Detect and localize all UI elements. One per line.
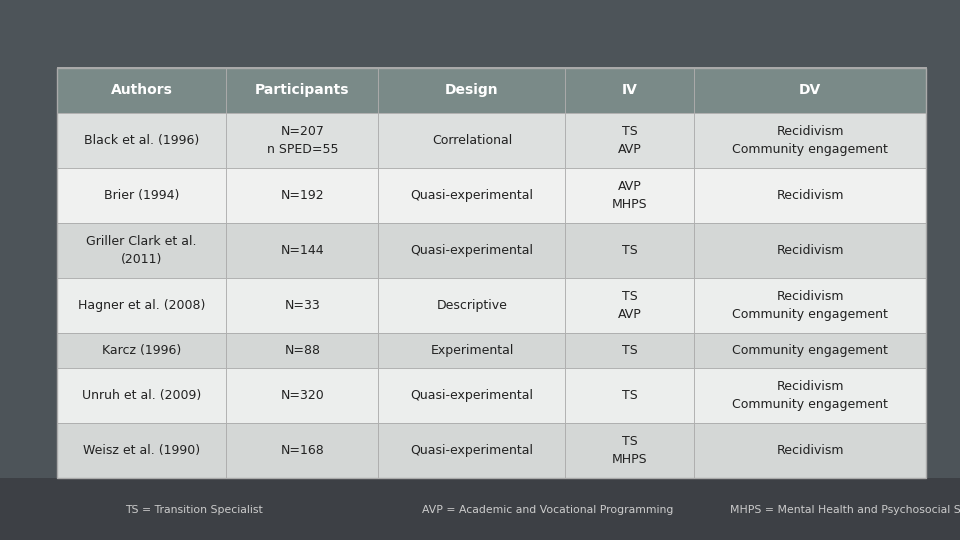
Bar xyxy=(57,368,227,423)
Text: N=207
n SPED=55: N=207 n SPED=55 xyxy=(267,125,338,157)
Bar xyxy=(57,168,227,223)
Text: TS
AVP: TS AVP xyxy=(618,290,641,321)
Bar xyxy=(378,68,565,113)
Text: TS
MHPS: TS MHPS xyxy=(612,435,648,466)
Bar xyxy=(565,368,694,423)
Bar xyxy=(694,68,926,113)
Bar xyxy=(227,168,378,223)
Text: Quasi-experimental: Quasi-experimental xyxy=(411,389,534,402)
Text: Experimental: Experimental xyxy=(430,344,514,357)
Bar xyxy=(565,278,694,333)
Text: Black et al. (1996): Black et al. (1996) xyxy=(84,134,199,147)
Text: N=33: N=33 xyxy=(284,299,321,312)
Text: AVP
MHPS: AVP MHPS xyxy=(612,180,648,211)
Text: Quasi-experimental: Quasi-experimental xyxy=(411,244,534,257)
Text: IV: IV xyxy=(622,84,637,98)
Text: AVP = Academic and Vocational Programming: AVP = Academic and Vocational Programmin… xyxy=(422,505,674,515)
Bar xyxy=(227,68,378,113)
Bar xyxy=(378,333,565,368)
Text: Community engagement: Community engagement xyxy=(732,344,888,357)
Text: Recidivism
Community engagement: Recidivism Community engagement xyxy=(732,290,888,321)
Text: N=320: N=320 xyxy=(280,389,324,402)
Bar xyxy=(378,278,565,333)
Bar xyxy=(378,168,565,223)
Bar xyxy=(565,113,694,168)
Bar xyxy=(57,423,227,478)
Text: N=168: N=168 xyxy=(280,444,324,457)
Text: Recidivism: Recidivism xyxy=(777,444,844,457)
Bar xyxy=(565,68,694,113)
Bar xyxy=(57,68,926,113)
Text: Participants: Participants xyxy=(255,84,349,98)
Bar xyxy=(565,168,694,223)
Bar xyxy=(378,368,565,423)
Text: N=88: N=88 xyxy=(284,344,321,357)
Text: TS = Transition Specialist: TS = Transition Specialist xyxy=(125,505,262,515)
Bar xyxy=(565,223,694,278)
Bar xyxy=(227,113,378,168)
Bar xyxy=(57,278,227,333)
Bar xyxy=(694,423,926,478)
Bar xyxy=(378,423,565,478)
Text: MHPS = Mental Health and Psychosocial Services: MHPS = Mental Health and Psychosocial Se… xyxy=(730,505,960,515)
Bar xyxy=(227,333,378,368)
Bar xyxy=(694,223,926,278)
Text: Design: Design xyxy=(445,84,499,98)
Text: Karcz (1996): Karcz (1996) xyxy=(102,344,181,357)
Bar xyxy=(227,423,378,478)
Bar xyxy=(57,113,227,168)
Bar xyxy=(227,278,378,333)
Bar xyxy=(378,223,565,278)
Bar xyxy=(57,223,227,278)
Text: Unruh et al. (2009): Unruh et al. (2009) xyxy=(82,389,201,402)
Bar xyxy=(57,68,227,113)
Bar xyxy=(227,368,378,423)
Bar xyxy=(694,168,926,223)
Text: TS
AVP: TS AVP xyxy=(618,125,641,157)
Text: Hagner et al. (2008): Hagner et al. (2008) xyxy=(78,299,205,312)
Bar xyxy=(227,223,378,278)
Text: Weisz et al. (1990): Weisz et al. (1990) xyxy=(83,444,200,457)
Text: Brier (1994): Brier (1994) xyxy=(104,189,180,202)
Bar xyxy=(57,333,227,368)
Bar xyxy=(565,423,694,478)
Bar xyxy=(694,333,926,368)
Text: TS: TS xyxy=(622,389,637,402)
Bar xyxy=(694,113,926,168)
Bar xyxy=(378,113,565,168)
Text: TS: TS xyxy=(622,244,637,257)
Text: Recidivism
Community engagement: Recidivism Community engagement xyxy=(732,125,888,157)
Bar xyxy=(565,333,694,368)
Text: Recidivism
Community engagement: Recidivism Community engagement xyxy=(732,380,888,411)
Bar xyxy=(57,68,926,478)
Text: TS: TS xyxy=(622,344,637,357)
Text: Recidivism: Recidivism xyxy=(777,189,844,202)
Text: Descriptive: Descriptive xyxy=(437,299,508,312)
Text: DV: DV xyxy=(799,84,822,98)
Text: Recidivism: Recidivism xyxy=(777,244,844,257)
Text: Griller Clark et al.
(2011): Griller Clark et al. (2011) xyxy=(86,235,197,266)
Bar xyxy=(694,278,926,333)
Text: N=192: N=192 xyxy=(280,189,324,202)
Text: Authors: Authors xyxy=(110,84,173,98)
Bar xyxy=(0,478,960,540)
Text: N=144: N=144 xyxy=(280,244,324,257)
Bar xyxy=(694,368,926,423)
Text: Quasi-experimental: Quasi-experimental xyxy=(411,444,534,457)
Text: Quasi-experimental: Quasi-experimental xyxy=(411,189,534,202)
Text: Correlational: Correlational xyxy=(432,134,512,147)
